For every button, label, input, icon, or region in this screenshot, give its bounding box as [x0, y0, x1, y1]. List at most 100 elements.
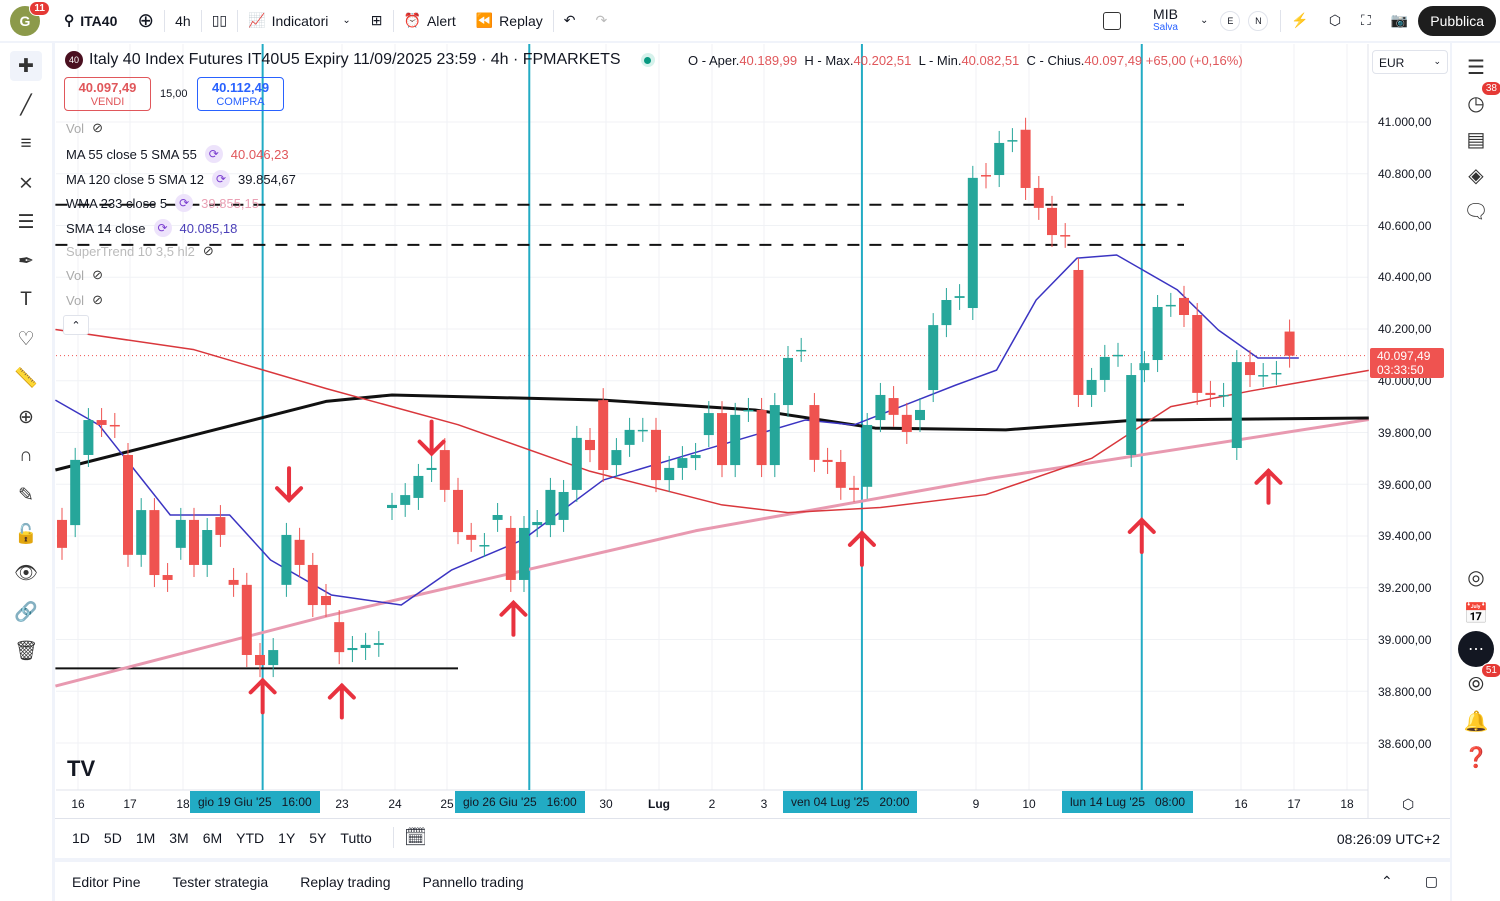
quick-search-button[interactable]: ⚡ [1281, 0, 1318, 41]
refresh-icon[interactable]: ⟳ [175, 194, 194, 212]
undo-button[interactable]: ↶ [554, 0, 586, 41]
trend-line-icon[interactable]: ╱ [20, 94, 32, 116]
heart-icon[interactable]: ♡ [17, 328, 35, 350]
alert-button[interactable]: ⏰ Alert [403, 12, 456, 29]
range-1m[interactable]: 1M [135, 830, 156, 846]
indicator-sma14[interactable]: SMA 14 close ⟳ 40.085,18 [66, 219, 238, 237]
text-icon[interactable]: T [20, 289, 32, 310]
apps-icon[interactable]: ⋯ [1458, 631, 1494, 667]
candle-up [136, 510, 147, 555]
watchlist-icon[interactable]: ☰ [1467, 56, 1485, 79]
symbol-search[interactable]: ⚲ ITA40 [64, 12, 118, 29]
chevron-up-icon[interactable]: ⌃ [1381, 873, 1393, 889]
range-1y[interactable]: 1Y [278, 830, 296, 846]
goto-date-icon[interactable]: 🗓 [393, 827, 427, 848]
tab-strategy-tester[interactable]: Tester strategia [172, 873, 269, 890]
indicator-vol[interactable]: Vol ⊘ [66, 120, 103, 136]
pencil-lock-icon[interactable]: ✎ [18, 484, 34, 506]
range-tutto[interactable]: Tutto [340, 830, 372, 846]
refresh-icon[interactable]: ⟳ [204, 145, 223, 163]
layout-toggle-button[interactable] [1093, 0, 1131, 41]
ruler-icon[interactable]: 📏 [14, 368, 38, 389]
indicators-button[interactable]: 📈 Indicatori ⌄ [248, 12, 351, 29]
target-icon[interactable]: ◎ [1467, 566, 1485, 589]
publish-button[interactable]: Pubblica [1418, 5, 1496, 36]
indicator-ma120[interactable]: MA 120 close 5 SMA 12 ⟳ 39.854,67 [66, 170, 296, 188]
tab-pine-editor[interactable]: Editor Pine [72, 873, 141, 890]
ideas-icon[interactable]: ◷ 38 [1458, 81, 1500, 121]
indicator-supertrend[interactable]: SuperTrend 10 3,5 hl2 ⊘ [66, 243, 214, 259]
candle-up [413, 475, 424, 498]
bell-icon[interactable]: 🔔 [1463, 710, 1489, 733]
clock[interactable]: 08:26:09 UTC+2 [1336, 831, 1440, 847]
broadcast-icon[interactable]: ⦾ 51 [1458, 663, 1500, 703]
indicator-ma55[interactable]: MA 55 close 5 SMA 55 ⟳ 40.046,23 [66, 145, 289, 163]
tab-replay-trading[interactable]: Replay trading [300, 873, 391, 890]
fib-icon[interactable]: ☰ [17, 211, 35, 233]
compare-symbol-button[interactable]: ⊕ [127, 0, 164, 41]
crosshair-icon[interactable]: ✚ [10, 51, 42, 81]
candle-down [1020, 129, 1031, 188]
templates-button[interactable]: ⊞ [361, 0, 393, 41]
chevron-down-icon[interactable]: ⌄ [1199, 15, 1209, 26]
crosshair-time-label: ven 04 Lug '25 20:00 [783, 791, 918, 813]
snapshot-button[interactable]: 📷 [1381, 0, 1418, 41]
price-tick: 40.800,00 [1378, 166, 1432, 181]
eye-hidden-icon[interactable]: ⊘ [202, 243, 214, 258]
indicator-wma233[interactable]: WMA 233 close 5 ⟳ 39.855,15 [66, 194, 259, 212]
link-icon[interactable]: 🔗 [14, 602, 38, 623]
range-ytd[interactable]: YTD [236, 830, 265, 846]
refresh-icon[interactable]: ⟳ [212, 170, 231, 188]
range-5y[interactable]: 5Y [309, 830, 327, 846]
eye-hidden-icon[interactable]: ⊘ [92, 292, 103, 307]
settings-button[interactable]: ⬡ [1319, 0, 1351, 41]
range-3m[interactable]: 3M [169, 830, 189, 846]
layers-icon[interactable]: ◈ [1468, 164, 1484, 187]
zoom-in-icon[interactable]: ⊕ [18, 406, 34, 428]
sell-button[interactable]: 40.097,49 VENDI [64, 77, 151, 111]
calendar-icon[interactable]: 📅 [1463, 602, 1489, 625]
eye-hidden-icon[interactable]: ⊘ [92, 120, 103, 135]
trash-icon[interactable]: 🗑 [13, 641, 39, 662]
layout-name-button[interactable]: MIB Salva [1152, 5, 1178, 33]
news-list-icon[interactable]: ▤ [1466, 128, 1486, 151]
chart-pane[interactable] [55, 43, 1450, 858]
replay-button[interactable]: ⏪ Replay [475, 12, 543, 29]
range-5d[interactable]: 5D [103, 830, 122, 846]
divider [164, 9, 166, 32]
fullscreen-icon: ⛶ [1361, 12, 1371, 28]
pattern-icon[interactable]: ⨯ [18, 172, 34, 194]
horizontal-lines-icon[interactable]: ≡ [20, 133, 32, 154]
currency-select[interactable]: EUR ⌄ [1372, 50, 1448, 74]
collapse-legend-button[interactable]: ⌃ [63, 315, 89, 335]
fullscreen-button[interactable]: ⛶ [1351, 0, 1381, 41]
candle-up [769, 405, 780, 466]
chart-type-button[interactable]: ▯▯ [202, 0, 237, 41]
interval-button[interactable]: 4h [175, 12, 191, 29]
buy-button[interactable]: 40.112,49 COMPRA [197, 77, 284, 111]
help-icon[interactable]: ❓ [1463, 746, 1489, 769]
chat-icon[interactable]: 🗨 [1463, 200, 1489, 223]
eye-icon[interactable]: 👁 [13, 563, 39, 584]
lock-icon[interactable]: 🔓 [14, 524, 38, 545]
n-button[interactable]: N [1248, 10, 1269, 31]
indicator-vol[interactable]: Vol ⊘ [66, 267, 103, 283]
tab-trading-panel[interactable]: Pannello trading [422, 873, 524, 890]
time-tick: 23 [335, 797, 349, 811]
redo-button[interactable]: ↷ [586, 0, 618, 41]
symbol-title[interactable]: Italy 40 Index Futures IT40U5 Expiry 11/… [89, 51, 621, 68]
eye-hidden-icon[interactable]: ⊘ [92, 267, 103, 282]
brush-icon[interactable]: ✒ [18, 250, 34, 272]
user-avatar[interactable]: G 11 [10, 0, 50, 36]
maximize-icon[interactable]: ▢ [1424, 873, 1438, 889]
e-button[interactable]: E [1220, 10, 1241, 31]
range-1d[interactable]: 1D [72, 830, 90, 846]
range-6m[interactable]: 6M [202, 830, 223, 846]
magnet-icon[interactable]: ∩ [19, 445, 33, 466]
axis-settings-button[interactable]: ⬡ [1402, 796, 1415, 812]
indicator-vol[interactable]: Vol ⊘ [66, 292, 103, 308]
divider [392, 9, 394, 32]
candle-down [334, 622, 345, 653]
refresh-icon[interactable]: ⟳ [153, 219, 172, 237]
